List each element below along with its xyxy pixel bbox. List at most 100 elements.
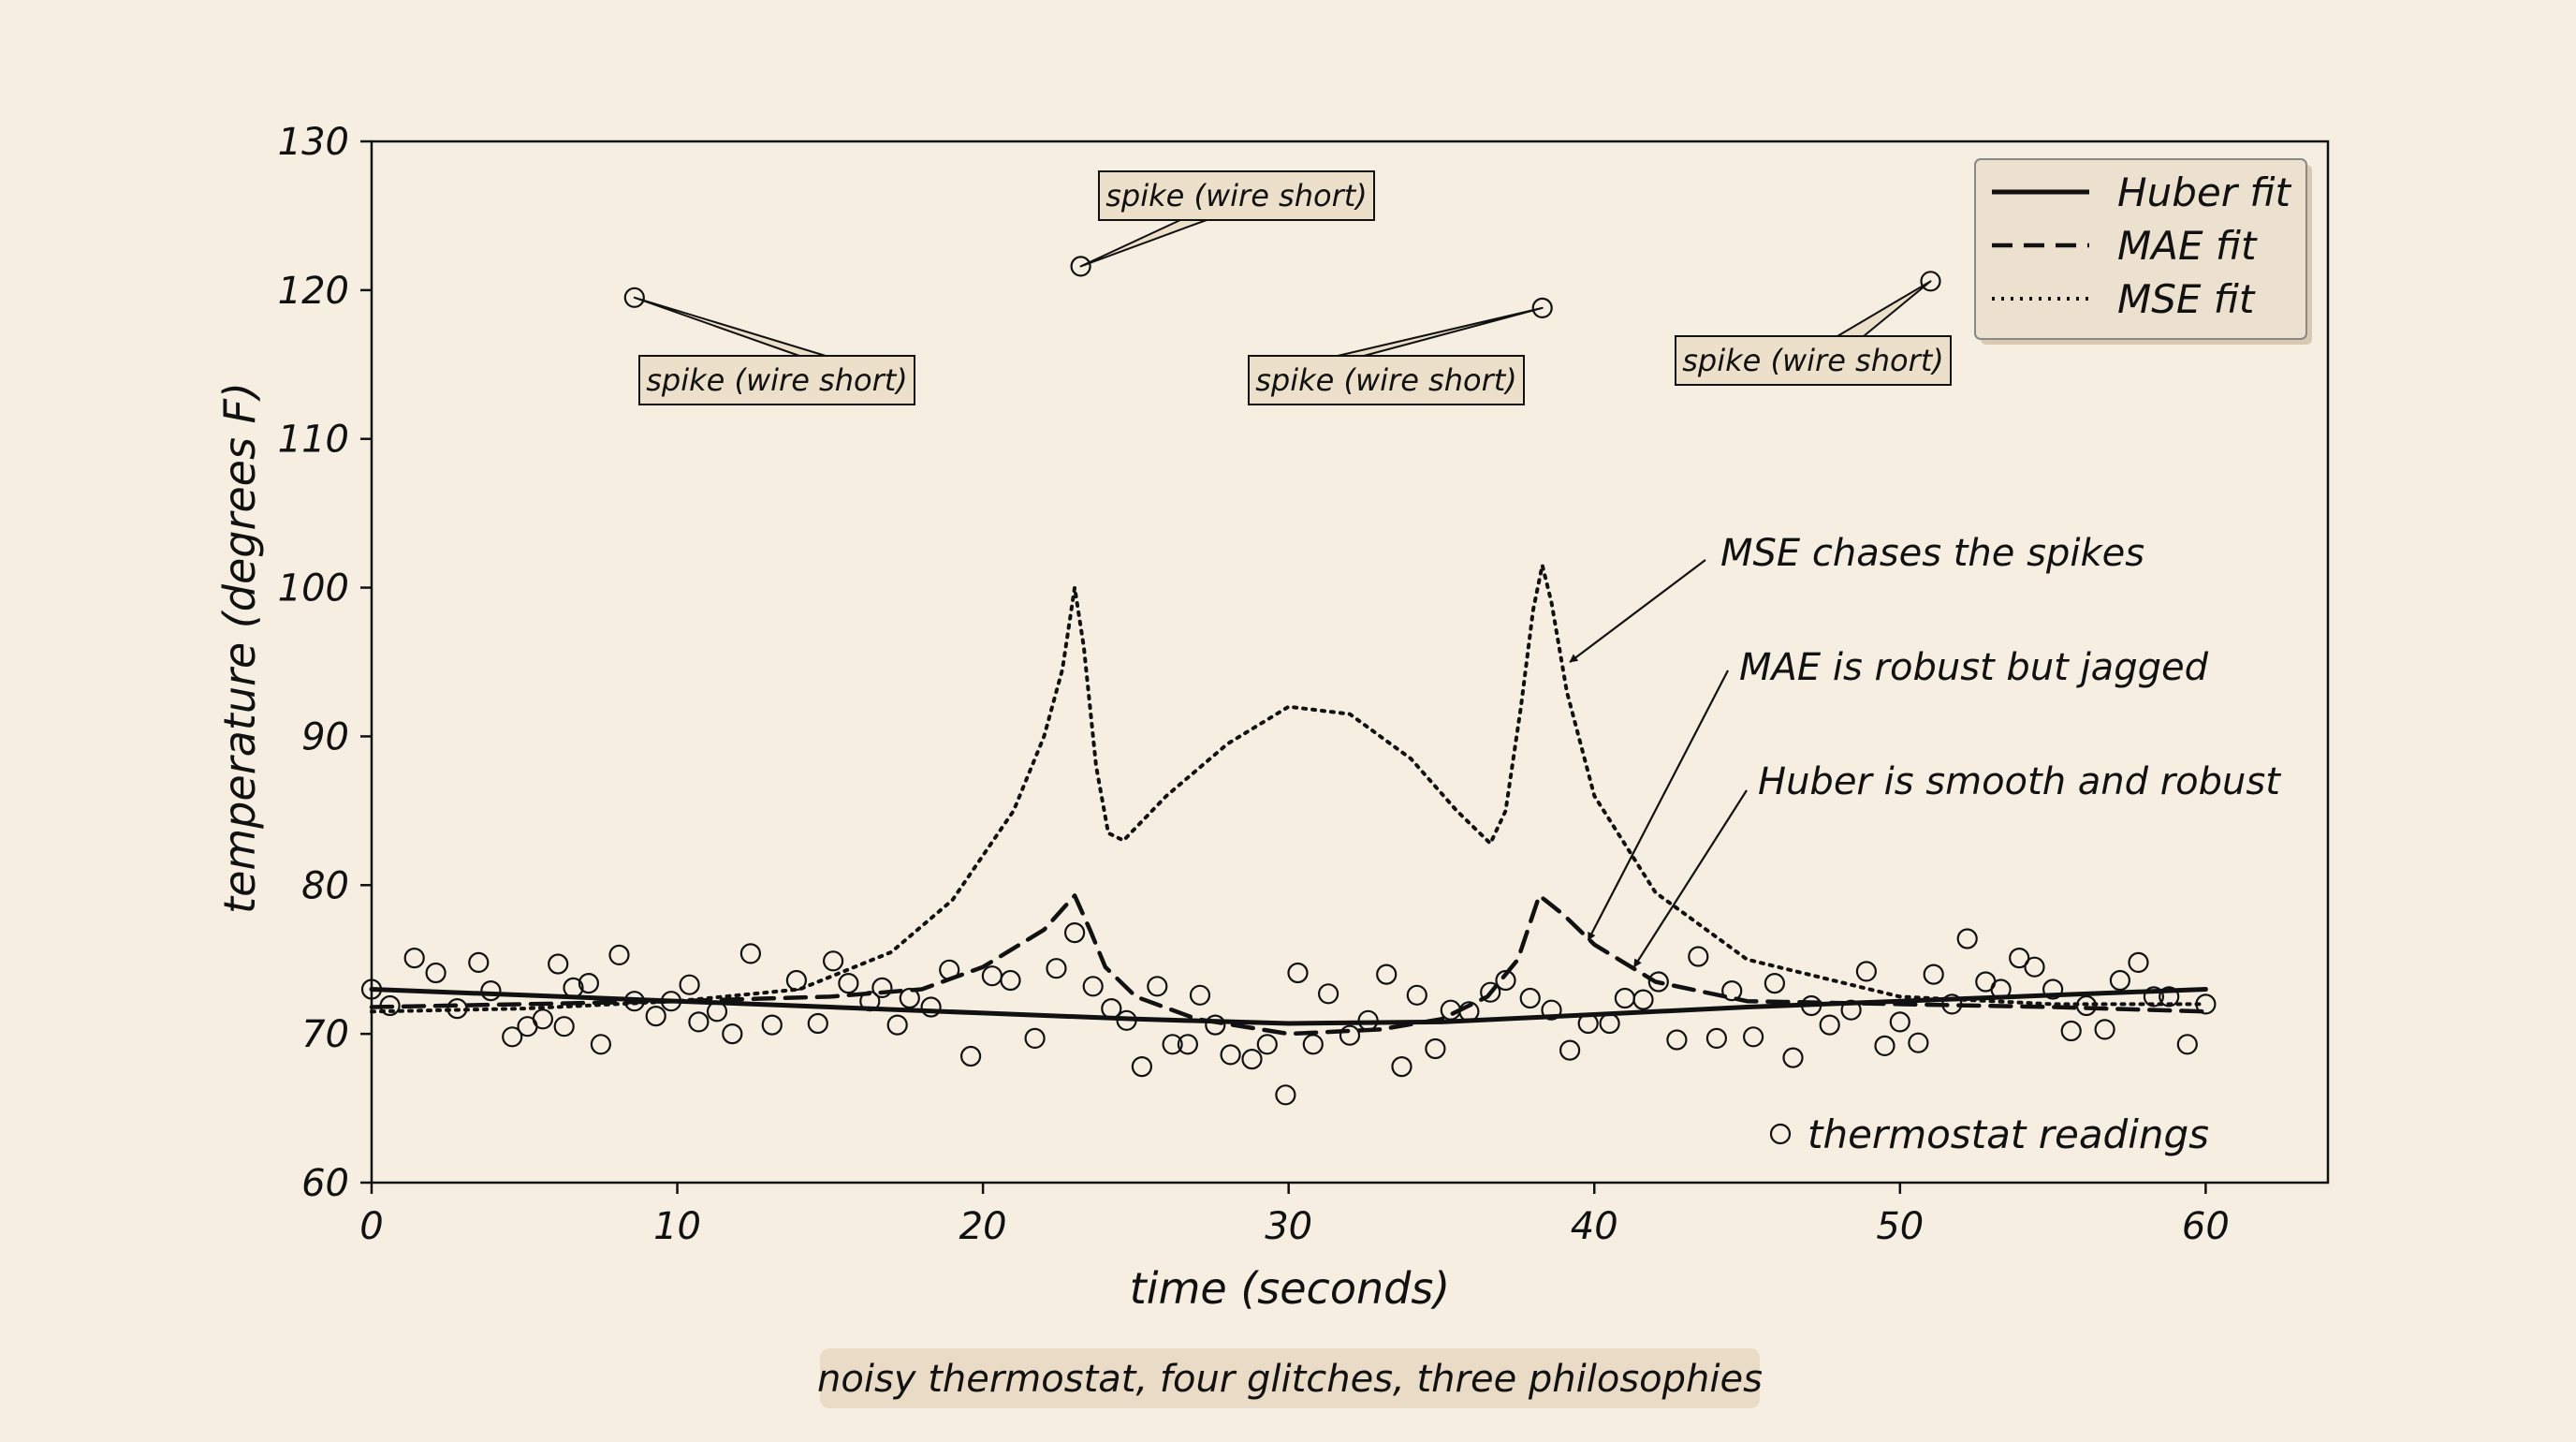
reading-point [871,977,893,999]
legend-label: Huber fit [2117,169,2291,215]
reading-point [1519,987,1541,1009]
annotation-label: Huber is smooth and robust [1758,760,2281,803]
x-tick-label: 20 [959,1205,1007,1248]
spike-callout: spike (wire short) [1248,306,1544,405]
reading-point [981,965,1003,987]
reading-point [379,994,401,1017]
reading-point [1116,1009,1137,1031]
reading-point [1458,1001,1480,1023]
reading-point [660,991,682,1012]
reading-point [502,1026,523,1048]
annotation-label: MSE chases the spikes [1720,532,2144,575]
reading-point [1147,976,1168,997]
reading-point [722,1023,743,1045]
reading-point [807,1012,828,1035]
x-tick-label: 50 [1876,1205,1924,1248]
annotation-arrow [1632,789,1748,968]
reading-point [1189,984,1211,1006]
reading-point [403,947,425,969]
callout-pointer [1079,219,1208,268]
caption-text: noisy thermostat, four glitches, three p… [817,1358,1763,1401]
reading-point [1082,976,1104,997]
scatter-legend-marker [1769,1123,1792,1145]
reading-point [1531,297,1553,318]
annotation-layer: MSE chases the spikes MAE is robust but j… [1569,532,2281,968]
reading-point [1495,969,1516,992]
reading-point [1063,921,1086,944]
reading-point [1840,999,1862,1021]
callout-box [1675,335,1952,386]
reading-point [590,1034,612,1055]
reading-point [2109,969,2130,992]
reading-point [1705,1027,1728,1050]
reading-point [2159,986,2180,1008]
callout-label: spike (wire short) [1682,343,1944,378]
reading-point [1046,958,1067,979]
reading-point [2094,1019,2115,1040]
mae-fit-line [369,893,2208,1037]
reading-point [623,287,645,308]
reading-point [1256,1034,1278,1055]
reading-point [1391,1055,1412,1078]
x-tick-label: 0 [359,1205,383,1248]
callout-label: spike (wire short) [1255,362,1517,398]
callout-layer: spike (wire short) spike (wire short) spik… [633,170,1952,405]
reading-point [1599,1012,1620,1035]
annotation-label: MAE is robust but jagged [1739,646,2209,689]
reading-point [1559,1039,1581,1061]
y-tick-label: 100 [278,567,349,611]
reading-point [1357,1009,1379,1031]
reading-point [1131,1055,1153,1078]
reading-point [1541,999,1562,1021]
reading-point [2075,994,2098,1017]
reading-point [1220,1044,1241,1066]
reading-point [1205,1014,1226,1036]
legend: Huber fit MAE fit MSE fit [1974,158,2312,345]
x-tick-label: 30 [1265,1205,1312,1248]
reading-point [1874,1035,1895,1057]
reading-point [2024,956,2045,978]
reading-point [1376,964,1398,985]
scatter-legend-entry: thermostat readings [1769,1111,2209,1157]
reading-point [2195,993,2217,1015]
callout-box [1248,355,1525,405]
reading-point [761,1014,783,1036]
annotation-arrow [1569,559,1706,663]
y-tick-label: 90 [301,715,349,758]
reading-point [1317,983,1339,1005]
x-tick-label: 40 [1571,1205,1618,1248]
reading-point [563,977,584,999]
reading-point [1666,1029,1688,1051]
spike-callout: spike (wire short) [1675,280,1952,386]
reading-point [2176,1034,2198,1055]
plot-area-frame [370,140,2330,1184]
reading-point [1406,984,1427,1006]
legend-label: MAE fit [2117,223,2258,269]
mse-fit-line [370,563,2208,1014]
reading-point [1287,962,1309,984]
reading-point [959,1045,982,1067]
reading-point [1956,928,1978,949]
reading-point [1614,987,1636,1009]
spike-callout: spike (wire short) [633,296,915,405]
reading-point [608,944,630,966]
reading-point [1632,989,1654,1010]
reading-point [1275,1084,1296,1106]
reading-point [425,962,446,984]
reading-point [1000,969,1021,992]
reading-point [2143,986,2164,1008]
reading-point [1024,1027,1046,1050]
reading-point [920,996,942,1018]
reading-point [899,987,920,1009]
reading-point [480,979,502,1002]
reading-point [623,991,645,1012]
reading-point [1070,256,1091,277]
fit-annotation: Huber is smooth and robust [1632,760,2281,968]
reading-point [1302,1034,1324,1055]
reading-point [446,997,468,1020]
reading-point [468,951,490,974]
reading-point [1721,979,1743,1002]
reading-point [1764,972,1786,994]
reading-point [939,959,960,980]
